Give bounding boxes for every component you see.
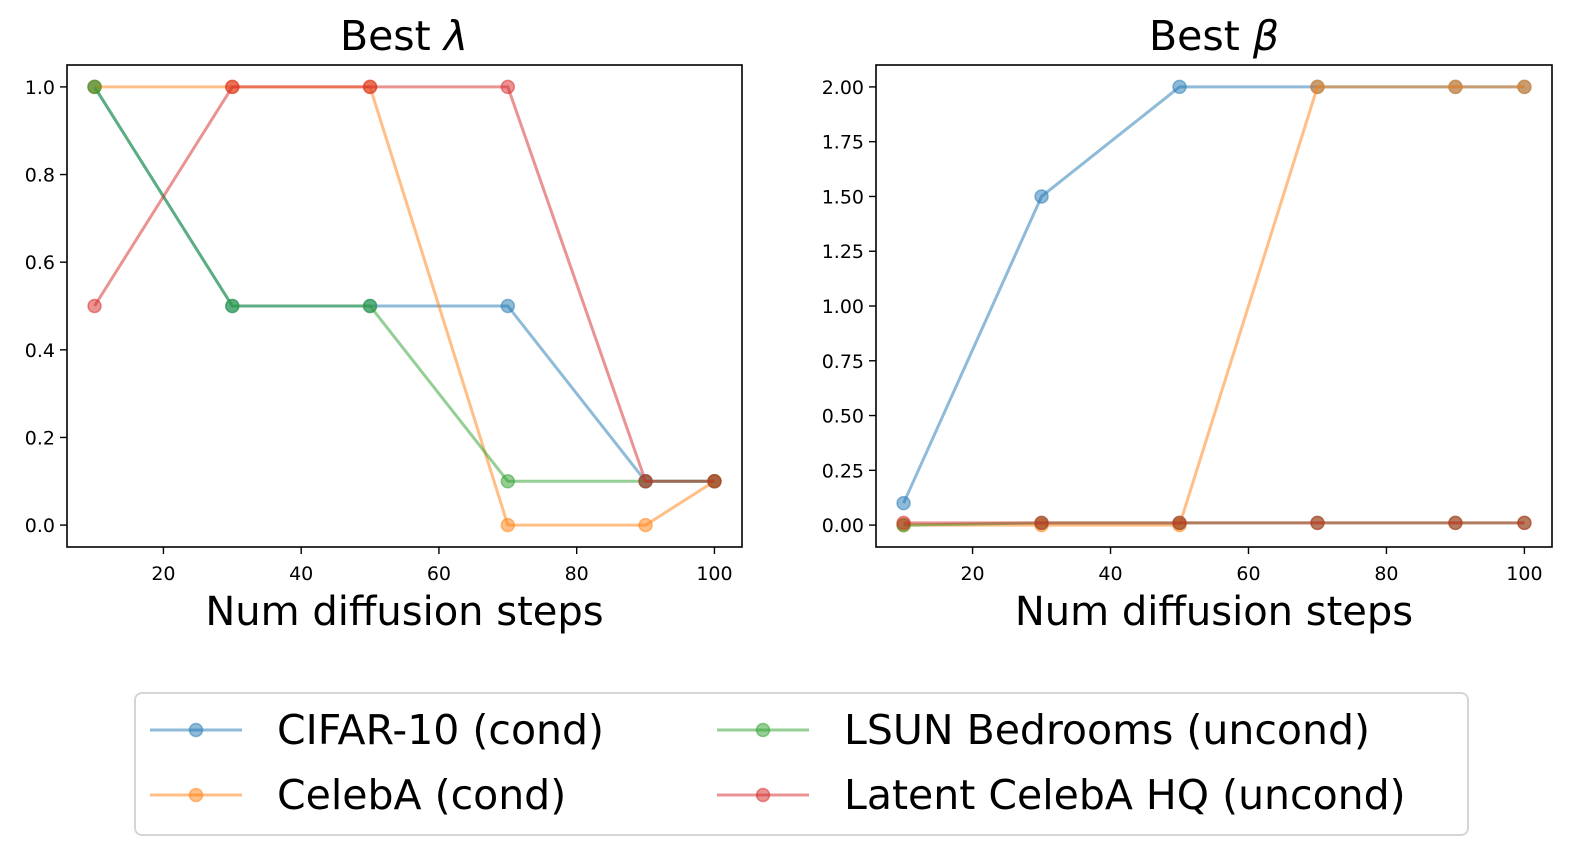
x-axis-label: Num diffusion steps [205,589,603,635]
chart-title: Best β [1149,12,1279,60]
x-tick-label: 20 [151,563,175,585]
data-point [225,79,240,95]
data-point [362,79,378,95]
y-tick-label: 1.75 [822,132,864,154]
x-tick-label: 40 [289,563,313,585]
legend: CIFAR-10 (cond) CelebA (cond) LSUN Bedroom… [134,692,1469,836]
legend-label: LSUN Bedrooms (uncond) [844,706,1370,754]
legend-label: CelebA (cond) [277,771,566,819]
series-line [93,86,715,483]
y-tick-label: 0.00 [822,515,864,537]
data-point [896,495,911,511]
chart-title: Best λ [340,12,468,60]
data-point [896,515,911,531]
series-line [903,85,1525,527]
y-tick-label: 0.6 [25,252,55,274]
data-point [500,474,516,489]
y-tick-label: 1.25 [822,241,864,263]
data-point [225,298,240,314]
x-tick-label: 60 [1236,563,1260,585]
data-point [638,474,653,489]
data-point [1517,79,1532,95]
y-tick-label: 1.00 [822,296,864,318]
data-point [1172,79,1187,95]
x-tick-label: 60 [427,563,451,585]
data-point [500,79,516,95]
legend-label: Latent CelebA HQ (uncond) [844,771,1406,819]
y-tick-label: 0.8 [25,165,55,187]
chart-title-text: Best [340,12,444,60]
data-point [1034,515,1049,531]
axes-frame [66,64,743,548]
x-tick-label: 100 [696,563,732,585]
x-tick-label: 100 [1506,563,1542,585]
legend-frame [134,692,1469,836]
series-line [93,86,715,483]
data-point [1310,515,1325,531]
x-tick-label: 20 [960,563,984,585]
data-point [500,298,516,314]
legend-marker [188,722,204,738]
data-point [638,517,653,533]
y-tick-label: 1.50 [822,186,864,208]
x-tick-label: 40 [1098,563,1122,585]
data-point [1310,79,1325,95]
legend-marker [755,722,771,738]
axes-frame [875,64,1553,548]
legend-label: CIFAR-10 (cond) [277,706,604,754]
data-point [1172,515,1187,531]
x-tick-label: 80 [1374,563,1398,585]
data-point [1034,189,1049,204]
beta-panel: Best β 20 40 60 80 100 0.00 0.25 0.50 0.75 1.00 1.2… [822,12,1553,635]
data-point [1517,515,1532,531]
legend-marker [188,787,204,803]
y-tick-label: 2.00 [822,77,864,99]
y-tick-label: 0.50 [822,406,864,428]
lambda-panel: Best λ 20 40 60 80 100 0.0 0.2 0.4 0.6 0.8 1.0 Num d… [25,12,743,635]
data-point [1448,79,1463,95]
y-tick-label: 0.2 [25,427,55,449]
data-point [87,79,102,95]
x-axis-label: Num diffusion steps [1015,589,1413,635]
series-line [94,85,716,527]
chart-title-symbol: λ [442,12,468,60]
chart-title-text: Best [1149,12,1253,60]
y-tick-label: 0.0 [25,515,55,537]
data-point [500,517,516,533]
y-tick-label: 0.75 [822,351,864,373]
data-point [1448,515,1463,531]
y-tick-label: 0.25 [822,460,864,482]
data-point [87,298,102,314]
y-tick-label: 1.0 [25,77,55,99]
series-line [93,85,715,483]
series-line [902,85,1525,504]
data-point [707,474,722,489]
legend-marker [755,787,771,803]
chart-title-symbol: β [1252,12,1279,60]
y-tick-label: 0.4 [25,340,55,362]
data-point [362,298,378,314]
x-tick-label: 80 [565,563,589,585]
